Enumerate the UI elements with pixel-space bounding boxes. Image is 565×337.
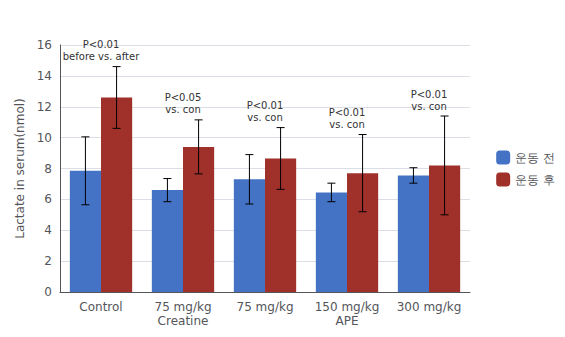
svg-text:P<0.01: P<0.01 bbox=[83, 39, 120, 50]
svg-text:12: 12 bbox=[37, 100, 52, 114]
svg-text:10: 10 bbox=[37, 131, 52, 145]
svg-text:vs. con: vs. con bbox=[165, 104, 200, 115]
svg-text:75 mg/kg: 75 mg/kg bbox=[155, 300, 212, 314]
svg-text:8: 8 bbox=[44, 162, 52, 176]
svg-text:4: 4 bbox=[44, 223, 52, 237]
svg-text:운동 후: 운동 후 bbox=[515, 173, 555, 187]
svg-text:16: 16 bbox=[37, 38, 52, 52]
svg-text:vs. con: vs. con bbox=[411, 101, 446, 112]
svg-text:P<0.01: P<0.01 bbox=[411, 89, 448, 100]
svg-text:P<0.05: P<0.05 bbox=[165, 92, 202, 103]
svg-text:150 mg/kg: 150 mg/kg bbox=[315, 300, 380, 314]
svg-text:75 mg/kg: 75 mg/kg bbox=[237, 300, 294, 314]
svg-text:300 mg/kg: 300 mg/kg bbox=[397, 300, 462, 314]
svg-text:6: 6 bbox=[44, 192, 52, 206]
svg-text:P<0.01: P<0.01 bbox=[247, 100, 284, 111]
svg-text:vs. con: vs. con bbox=[247, 112, 282, 123]
svg-text:2: 2 bbox=[44, 254, 52, 268]
svg-text:before vs. after: before vs. after bbox=[63, 51, 140, 62]
svg-text:vs. con: vs. con bbox=[329, 119, 364, 130]
svg-text:0: 0 bbox=[44, 285, 52, 299]
svg-text:14: 14 bbox=[37, 69, 52, 83]
svg-text:Lactate in serum(nmol): Lactate in serum(nmol) bbox=[13, 98, 27, 239]
svg-text:운동 전: 운동 전 bbox=[515, 151, 555, 165]
svg-text:APE: APE bbox=[335, 314, 358, 328]
svg-text:Creatine: Creatine bbox=[158, 314, 209, 328]
svg-text:Control: Control bbox=[79, 300, 122, 314]
svg-text:P<0.01: P<0.01 bbox=[329, 107, 366, 118]
